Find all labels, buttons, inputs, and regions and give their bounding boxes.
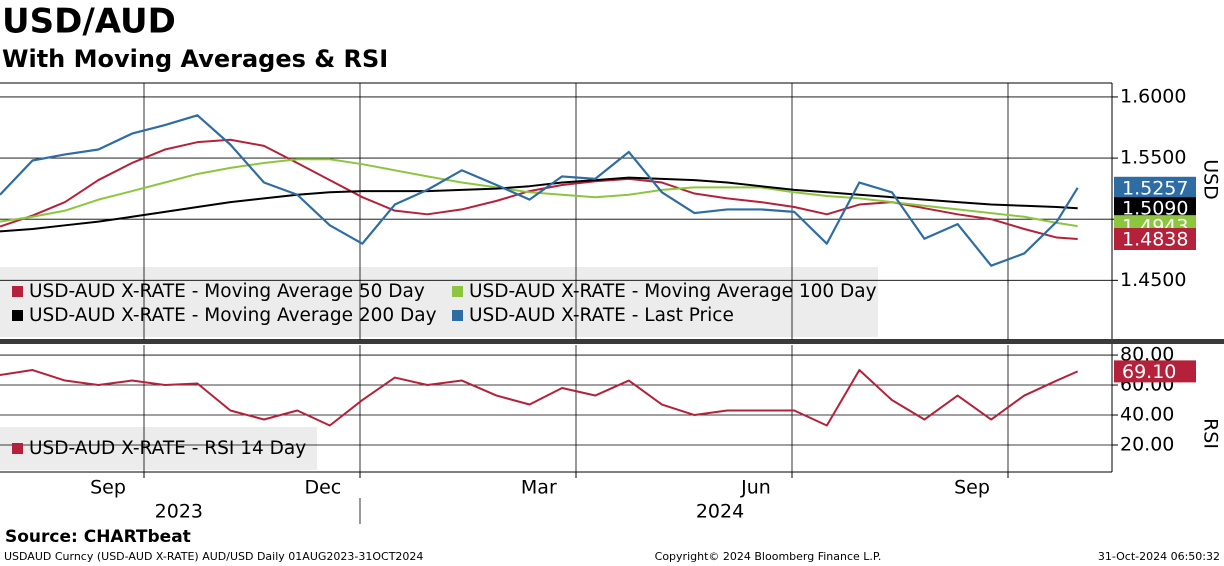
y-tick-label: 40.00 xyxy=(1120,404,1174,426)
series-line xyxy=(0,114,1079,267)
legend-swatch xyxy=(12,310,23,321)
legend-label: USD-AUD X-RATE - Last Price xyxy=(469,305,734,326)
series-line xyxy=(0,369,1079,427)
last-value-tag xyxy=(1114,228,1196,251)
chart-subtitle: With Moving Averages & RSI xyxy=(2,45,388,73)
last-value-label: 1.4838 xyxy=(1122,229,1188,251)
legend-swatch xyxy=(12,443,23,454)
last-value-label: 1.5090 xyxy=(1122,198,1188,220)
last-value-label: 69.10 xyxy=(1122,361,1176,383)
x-tick-label: Mar xyxy=(521,477,557,499)
series-line xyxy=(0,176,1078,233)
x-tick-label: Sep xyxy=(90,477,126,499)
chart-title: USD/AUD xyxy=(2,2,176,42)
legend-swatch xyxy=(12,286,23,297)
y-axis-label: RSI xyxy=(1200,418,1222,449)
last-value-tag xyxy=(1114,197,1196,220)
year-label: 2023 xyxy=(155,501,203,523)
footer-center: Copyright© 2024 Bloomberg Finance L.P. xyxy=(655,550,882,563)
x-tick-label: Dec xyxy=(304,477,341,499)
panel-separator xyxy=(0,339,1224,344)
last-value-tag xyxy=(1114,176,1196,199)
last-value-tag xyxy=(1114,360,1196,383)
legend-label: USD-AUD X-RATE - Moving Average 200 Day xyxy=(29,305,437,326)
y-axis-label: USD xyxy=(1200,159,1222,200)
y-tick-label: 1.4500 xyxy=(1120,269,1186,291)
legend-swatch xyxy=(452,310,463,321)
y-tick-label: 80.00 xyxy=(1120,344,1174,366)
footer-right: 31-Oct-2024 06:50:32 xyxy=(1098,550,1220,563)
x-tick-label: Sep xyxy=(954,477,990,499)
legend-swatch xyxy=(452,286,463,297)
series-line xyxy=(0,138,1078,241)
y-tick-label: 1.5500 xyxy=(1120,147,1186,169)
x-tick-label: Jun xyxy=(740,477,771,499)
legend-label: USD-AUD X-RATE - Moving Average 50 Day xyxy=(29,281,425,302)
y-tick-label: 20.00 xyxy=(1120,434,1174,456)
legend-box xyxy=(0,267,878,337)
legend-label: USD-AUD X-RATE - Moving Average 100 Day xyxy=(469,281,877,302)
y-tick-label: 1.6000 xyxy=(1120,85,1186,107)
legend-box xyxy=(0,427,317,470)
series-line xyxy=(0,158,1078,228)
last-value-label: 1.5257 xyxy=(1122,177,1188,199)
year-label: 2024 xyxy=(696,501,744,523)
source: Source: CHARTbeat xyxy=(5,527,191,547)
legend-label: USD-AUD X-RATE - RSI 14 Day xyxy=(29,438,306,459)
footer-left: USDAUD Curncy (USD-AUD X-RATE) AUD/USD D… xyxy=(4,550,423,563)
